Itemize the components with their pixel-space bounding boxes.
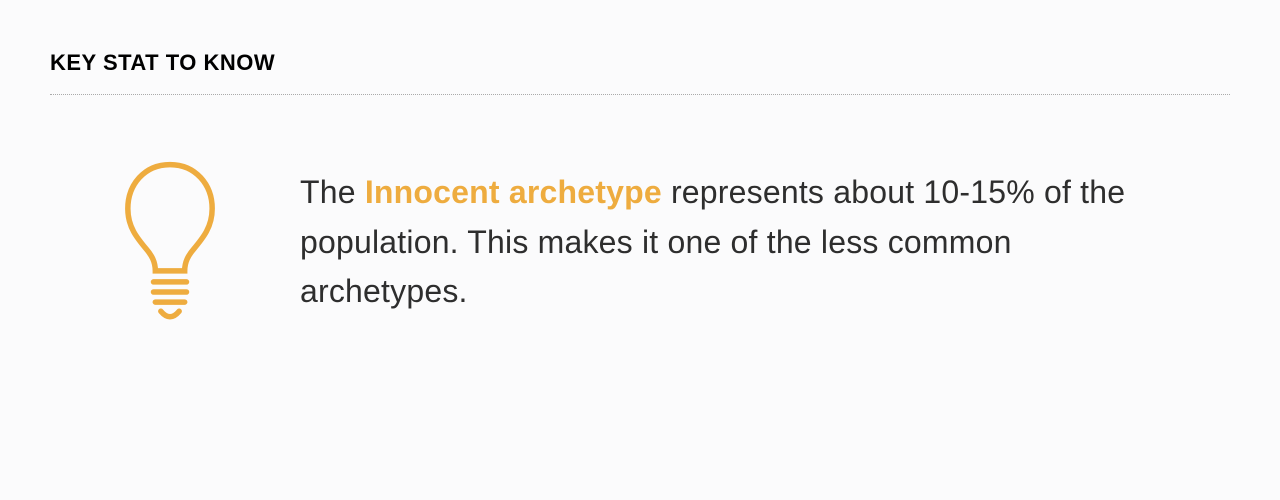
body-highlight: Innocent archetype <box>365 174 662 210</box>
body-text: The Innocent archetype represents about … <box>300 168 1170 317</box>
body-pre: The <box>300 174 365 210</box>
section-heading: KEY STAT TO KNOW <box>50 50 1230 76</box>
lightbulb-icon <box>110 155 230 330</box>
content-row: The Innocent archetype represents about … <box>50 155 1230 330</box>
divider <box>50 94 1230 95</box>
